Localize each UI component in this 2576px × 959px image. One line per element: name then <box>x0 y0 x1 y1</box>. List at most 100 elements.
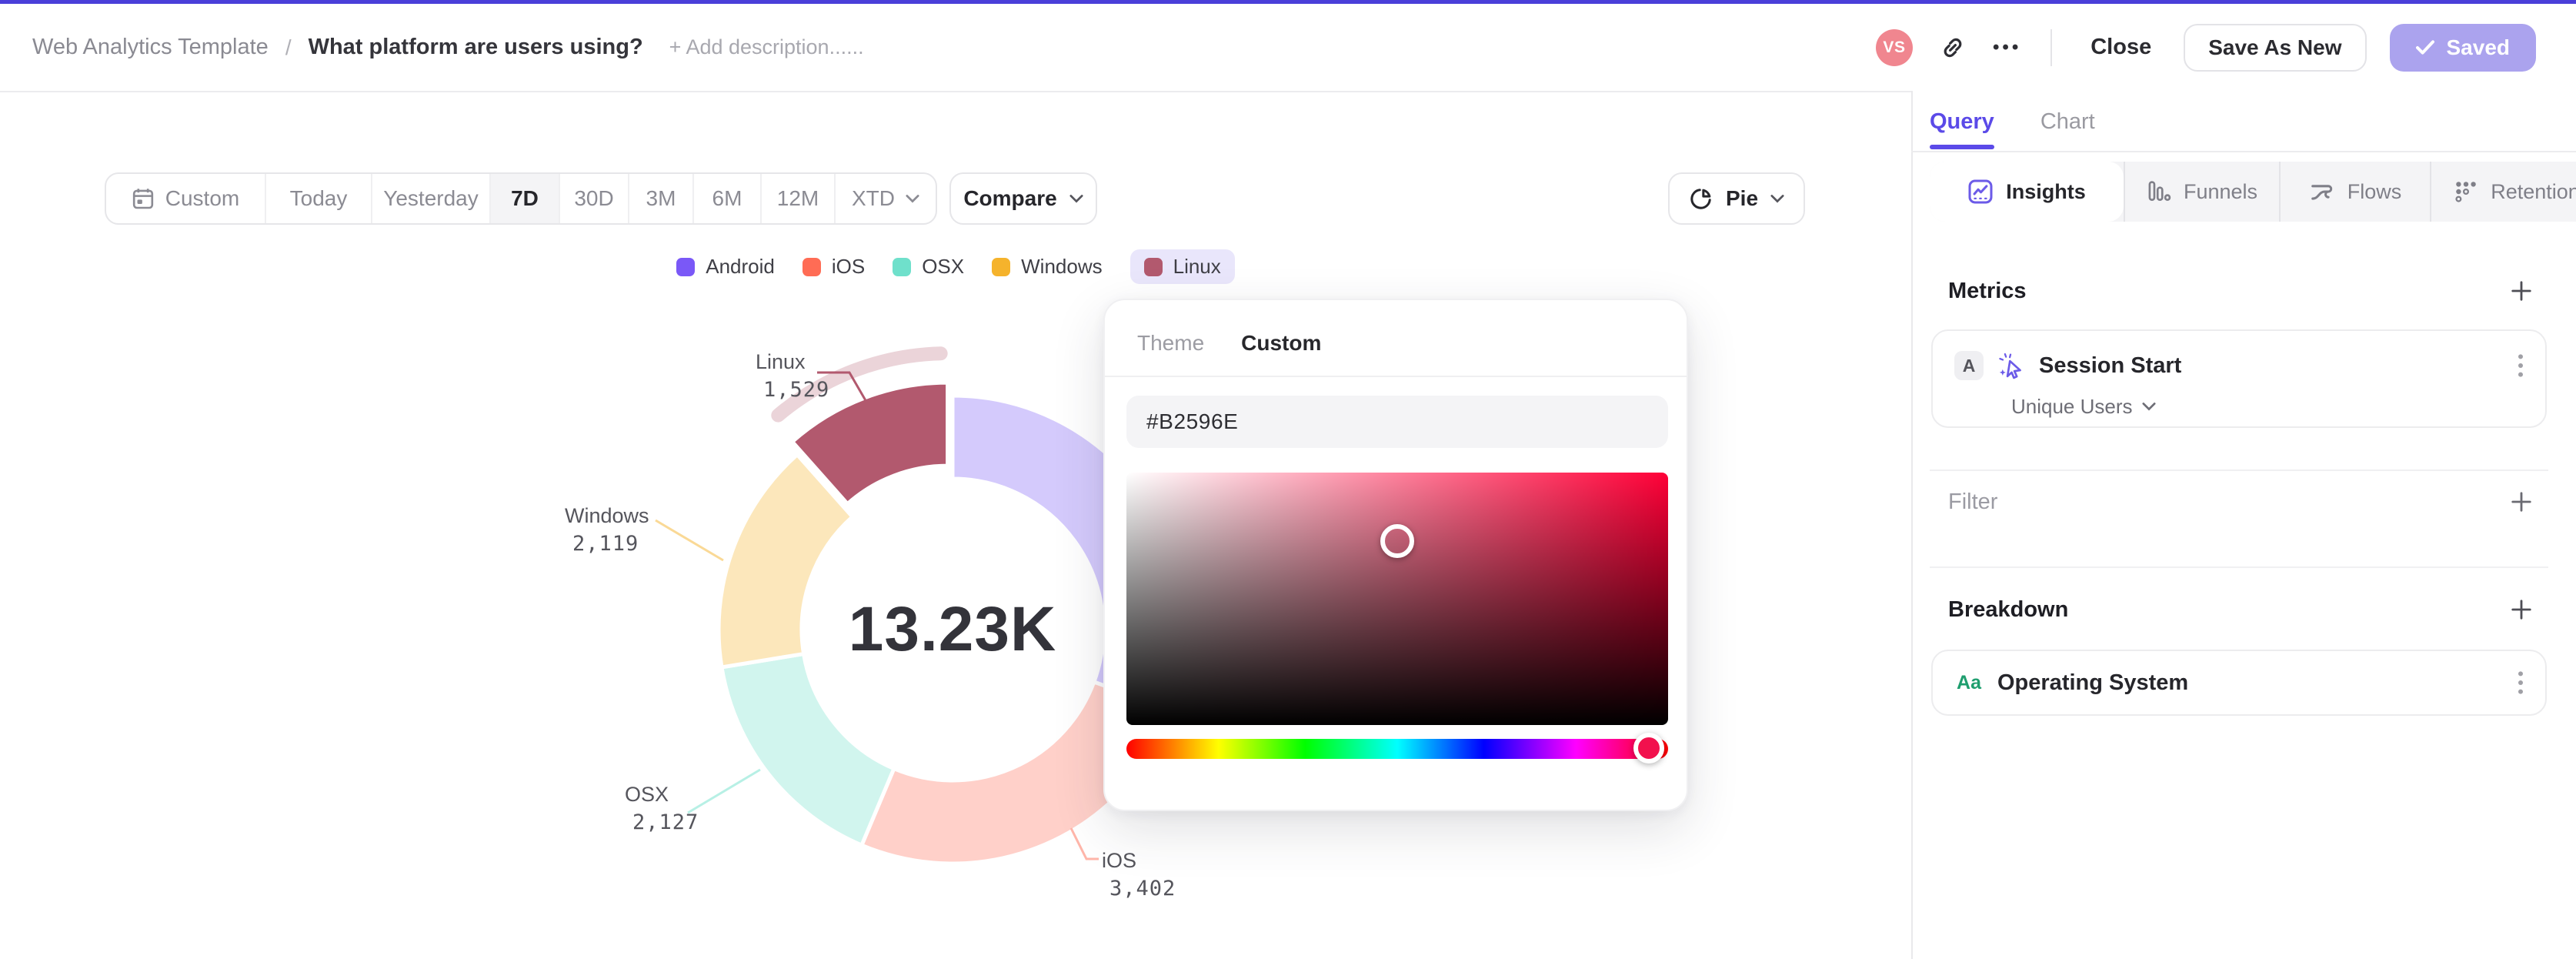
pie-slice-ios[interactable] <box>859 680 1174 866</box>
range-6m[interactable]: 6M <box>692 174 760 223</box>
range-xtd[interactable]: XTD <box>834 174 936 223</box>
color-picker-popover: Theme Custom #B2596E <box>1103 299 1688 811</box>
calendar-icon <box>132 189 153 209</box>
share-link-icon[interactable] <box>1936 31 1970 65</box>
metric-card[interactable]: A Session Start Unique Users <box>1931 329 2547 428</box>
picker-tab-custom[interactable]: Custom <box>1241 331 1322 355</box>
tab-chart[interactable]: Chart <box>2040 109 2095 134</box>
series-badge: A <box>1954 351 1984 380</box>
chevron-down-icon <box>906 195 919 203</box>
chevron-down-icon <box>1770 195 1784 203</box>
view-tab-retention[interactable]: Retention <box>2430 162 2576 222</box>
legend-color-chip <box>893 257 912 276</box>
view-tab-funnels[interactable]: Funnels <box>2124 162 2279 222</box>
legend-item-linux[interactable]: Linux <box>1130 249 1235 284</box>
range-30d[interactable]: 30D <box>559 174 628 223</box>
slice-label-value: 2,127 <box>632 810 699 834</box>
add-description-link[interactable]: + Add description...... <box>669 35 864 58</box>
top-header: Web Analytics Template / What platform a… <box>0 4 2576 91</box>
add-filter-button[interactable] <box>2510 490 2533 513</box>
flows-icon <box>2311 185 2332 200</box>
pie-slice-linux[interactable] <box>790 380 950 506</box>
legend-label: Android <box>706 255 775 278</box>
view-tab-insights[interactable]: Insights <box>1930 162 2124 222</box>
chart-type-button[interactable]: Pie <box>1668 172 1805 225</box>
legend-color-chip <box>1143 257 1163 276</box>
saved-button[interactable]: Saved <box>2389 23 2536 72</box>
close-button[interactable]: Close <box>2090 35 2152 59</box>
header-divider <box>2050 28 2053 66</box>
legend-label: iOS <box>831 255 866 278</box>
chart-legend: Android iOS OSX Windows Linux <box>0 249 1911 284</box>
compare-button[interactable]: Compare <box>949 172 1097 225</box>
slice-label-osx: OSX 2,127 <box>625 782 699 836</box>
breakdown-menu-button[interactable] <box>2518 670 2524 695</box>
accent-bar <box>0 0 2576 4</box>
hex-color-input[interactable]: #B2596E <box>1126 396 1668 448</box>
tabs-divider <box>1911 151 2576 152</box>
check-icon <box>2415 39 2434 55</box>
legend-item-android[interactable]: Android <box>676 249 775 284</box>
pie-slice-windows[interactable] <box>716 453 855 670</box>
range-12m[interactable]: 12M <box>760 174 834 223</box>
insights-icon <box>1968 179 1993 204</box>
breadcrumb-separator: / <box>285 35 292 59</box>
avatar[interactable]: VS <box>1876 28 1914 66</box>
chevron-down-icon <box>1069 195 1083 203</box>
range-3m[interactable]: 3M <box>628 174 692 223</box>
hue-slider[interactable] <box>1126 733 1668 764</box>
retention-icon <box>2455 182 2477 202</box>
slice-label-name: Windows <box>565 504 649 527</box>
legend-item-osx[interactable]: OSX <box>893 249 964 284</box>
pie-chart-icon <box>1690 189 1711 209</box>
slice-label-value: 2,119 <box>572 532 639 556</box>
breadcrumb[interactable]: Web Analytics Template <box>32 35 269 59</box>
breakdown-property-name: Operating System <box>1997 670 2189 695</box>
filter-heading: Filter <box>1948 489 1998 514</box>
range-custom[interactable]: Custom <box>106 174 265 223</box>
save-as-new-button[interactable]: Save As New <box>2184 23 2367 72</box>
range-7d[interactable]: 7D <box>489 174 559 223</box>
date-range-group: Custom Today Yesterday 7D 30D 3M 6M 12M … <box>105 172 937 225</box>
color-cursor[interactable] <box>1380 523 1414 558</box>
legend-item-ios[interactable]: iOS <box>802 249 865 284</box>
property-type-badge: Aa <box>1957 671 1981 693</box>
insight-view-switcher: Insights Funnels Flows Re <box>1930 162 2576 222</box>
label-leader-osx <box>687 768 761 814</box>
picker-tab-theme[interactable]: Theme <box>1137 331 1205 355</box>
funnels-icon <box>2148 181 2171 202</box>
more-menu-button[interactable]: ••• <box>1993 36 2022 58</box>
query-sidebar: Query Chart Insights Funnels <box>1911 91 2576 959</box>
aggregation-dropdown[interactable]: Unique Users <box>2011 395 2156 419</box>
slice-label-value: 1,529 <box>763 378 830 402</box>
slice-label-linux: Linux 1,529 <box>756 349 829 403</box>
slice-label-value: 3,402 <box>1109 877 1176 901</box>
add-breakdown-button[interactable] <box>2510 598 2533 621</box>
section-separator <box>1930 566 2548 568</box>
metrics-heading: Metrics <box>1948 278 2027 303</box>
pie-slice-osx[interactable] <box>719 652 896 847</box>
slice-label-name: Linux <box>756 350 806 373</box>
metric-event-name: Session Start <box>2039 353 2182 378</box>
legend-item-windows[interactable]: Windows <box>992 249 1103 284</box>
range-today[interactable]: Today <box>265 174 371 223</box>
range-yesterday[interactable]: Yesterday <box>371 174 489 223</box>
add-metric-button[interactable] <box>2510 279 2533 302</box>
slice-label-name: iOS <box>1102 849 1137 872</box>
tab-query[interactable]: Query <box>1930 109 1994 134</box>
breakdown-card[interactable]: Aa Operating System <box>1931 650 2547 716</box>
event-cursor-icon <box>1999 353 2021 379</box>
sidebar-divider <box>1911 91 1913 959</box>
slice-label-name: OSX <box>625 783 669 806</box>
page-title[interactable]: What platform are users using? <box>308 35 643 59</box>
hue-slider-thumb[interactable] <box>1633 733 1665 764</box>
slice-label-windows: Windows 2,119 <box>565 503 649 557</box>
saturation-value-panel[interactable] <box>1126 473 1668 725</box>
view-tab-flows[interactable]: Flows <box>2279 162 2430 222</box>
label-leader-ios <box>1069 827 1099 860</box>
metric-menu-button[interactable] <box>2518 353 2524 378</box>
header-bottom-divider <box>0 91 2576 92</box>
label-leader-windows <box>655 519 724 562</box>
label-leader-linux <box>817 371 868 403</box>
